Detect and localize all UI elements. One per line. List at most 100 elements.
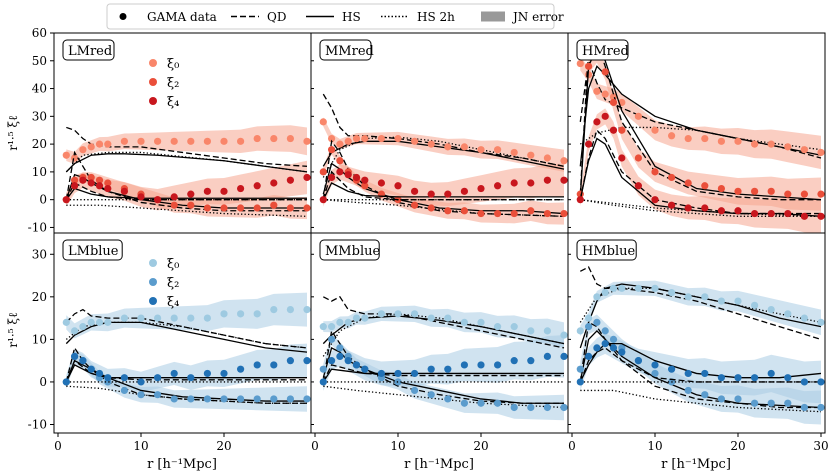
plot-area bbox=[319, 93, 568, 225]
data-point bbox=[668, 365, 676, 373]
data-point bbox=[593, 293, 601, 301]
data-point bbox=[427, 190, 435, 198]
data-point bbox=[137, 137, 145, 145]
data-point bbox=[734, 187, 742, 195]
data-point bbox=[79, 357, 87, 365]
legend-label-2: HS bbox=[342, 10, 361, 24]
data-point bbox=[734, 297, 742, 305]
x-tick-label: 0 bbox=[54, 439, 62, 453]
data-point bbox=[651, 126, 659, 134]
data-point bbox=[593, 318, 601, 326]
series-legend-marker-0 bbox=[149, 59, 157, 67]
data-point bbox=[170, 201, 178, 209]
data-point bbox=[576, 59, 584, 68]
hs-line-0 bbox=[579, 65, 822, 167]
data-point bbox=[510, 209, 518, 218]
data-point bbox=[634, 112, 643, 120]
data-point bbox=[137, 193, 145, 201]
series-legend-marker-2 bbox=[149, 297, 157, 305]
data-point bbox=[684, 293, 692, 301]
y-tick-label: 20 bbox=[32, 290, 47, 304]
data-point bbox=[817, 190, 825, 198]
qd-line-1 bbox=[65, 150, 307, 212]
data-point bbox=[510, 403, 518, 412]
series-legend-label-1: ξ₂ bbox=[167, 276, 179, 291]
data-point bbox=[684, 386, 692, 395]
panel-HMred: HMred bbox=[567, 32, 826, 234]
data-point bbox=[79, 323, 87, 331]
data-point bbox=[609, 284, 618, 292]
data-point bbox=[784, 374, 792, 382]
data-point bbox=[717, 395, 726, 403]
data-point bbox=[477, 146, 485, 154]
hs-line-0 bbox=[65, 153, 308, 173]
y-tick-label: 20 bbox=[32, 137, 47, 151]
data-point bbox=[120, 137, 128, 145]
y-tick-label: 50 bbox=[32, 54, 47, 68]
series-legend-marker-1 bbox=[149, 278, 157, 286]
data-point bbox=[651, 284, 659, 292]
data-point bbox=[411, 369, 419, 378]
data-point bbox=[609, 98, 618, 107]
data-point bbox=[609, 344, 618, 352]
data-point bbox=[609, 126, 618, 134]
data-point bbox=[800, 190, 809, 198]
panel-LMred: -10 0 10 20 30 40 50 60 LMred ξ₀ ξ₂ ξ₄ bbox=[28, 26, 312, 234]
data-point bbox=[377, 310, 385, 318]
data-point bbox=[319, 196, 327, 204]
data-point bbox=[494, 182, 502, 190]
data-point bbox=[784, 190, 792, 198]
data-point bbox=[444, 365, 452, 373]
data-point bbox=[751, 140, 759, 148]
qd-line-0 bbox=[580, 266, 822, 341]
data-point bbox=[477, 318, 485, 326]
data-point bbox=[634, 284, 643, 292]
data-point bbox=[527, 179, 535, 187]
panels-grid: -10 0 10 20 30 40 50 60 LMred ξ₀ ξ₂ ξ₄ MMred HMred -10… bbox=[28, 26, 829, 453]
jn-error-band-2 bbox=[580, 333, 821, 404]
y-tick-label: 40 bbox=[32, 82, 47, 96]
data-point bbox=[71, 327, 79, 335]
data-point bbox=[817, 378, 825, 386]
legend-label-1: QD bbox=[267, 10, 286, 24]
data-point bbox=[585, 352, 593, 361]
data-point bbox=[668, 132, 676, 140]
data-point bbox=[510, 323, 518, 331]
hs-line-2 bbox=[579, 137, 822, 217]
data-point bbox=[319, 118, 327, 126]
data-point bbox=[79, 146, 87, 154]
data-point bbox=[444, 395, 452, 403]
data-point bbox=[477, 209, 485, 218]
data-point bbox=[618, 348, 626, 356]
data-point bbox=[253, 310, 261, 318]
data-point bbox=[344, 357, 352, 365]
hs-line-2 bbox=[579, 342, 822, 383]
x-axis-label-1: r [h⁻¹Mpc] bbox=[147, 457, 217, 472]
data-point bbox=[79, 176, 87, 184]
data-point bbox=[336, 344, 344, 352]
data-point bbox=[62, 151, 70, 159]
data-point bbox=[560, 331, 568, 339]
data-point bbox=[394, 134, 402, 143]
data-point bbox=[220, 137, 228, 145]
data-point bbox=[104, 374, 112, 382]
data-point bbox=[170, 369, 178, 378]
data-point bbox=[651, 361, 659, 369]
data-point bbox=[286, 204, 294, 212]
qd-line-2 bbox=[65, 359, 307, 383]
data-point bbox=[609, 335, 618, 343]
data-point bbox=[361, 314, 369, 322]
data-point bbox=[71, 182, 79, 190]
data-point bbox=[120, 314, 128, 322]
data-point bbox=[286, 176, 294, 184]
data-point bbox=[817, 403, 825, 412]
data-point bbox=[527, 327, 535, 335]
panel-title: LMred bbox=[68, 44, 112, 59]
panel-LMblue: -10 0 10 20 30 0 10 20 LMblue ξ₀ ξ₂ ξ₄ bbox=[28, 232, 312, 453]
data-point bbox=[303, 357, 311, 365]
data-point bbox=[394, 369, 402, 378]
data-point bbox=[95, 182, 104, 190]
data-point bbox=[352, 173, 361, 182]
data-point bbox=[618, 154, 626, 162]
data-point bbox=[361, 176, 369, 184]
